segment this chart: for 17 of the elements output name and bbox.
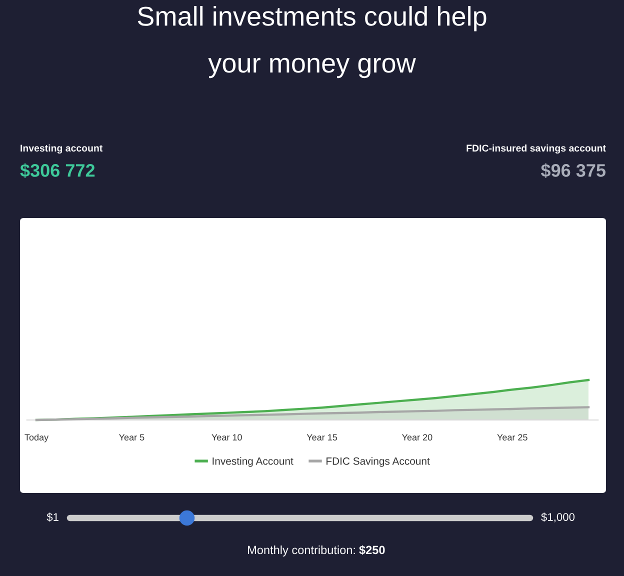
x-tick-label: Year 25 [497,434,528,441]
text: Monthly contribution: [248,545,355,557]
text: Investing account [20,144,103,154]
legend-label: Investing Account [212,457,294,467]
text: $96 375 [540,163,606,178]
text: FDIC-insured savings account [466,144,606,154]
x-tick-label: Year 5 [118,434,144,441]
text: $306 772 [20,163,95,178]
x-tick-label: Year 20 [402,434,432,441]
text: $250 [359,545,385,555]
text: $1 [46,512,58,522]
text: $1,000 [541,512,575,522]
x-tick-label: Today [24,434,49,442]
legend-label: FDIC Savings Account [326,457,430,467]
chart-title: Small investments could help your money grow [138,6,486,78]
x-tick-label: Year 15 [306,434,338,441]
x-tick-label: Year 10 [212,434,242,441]
